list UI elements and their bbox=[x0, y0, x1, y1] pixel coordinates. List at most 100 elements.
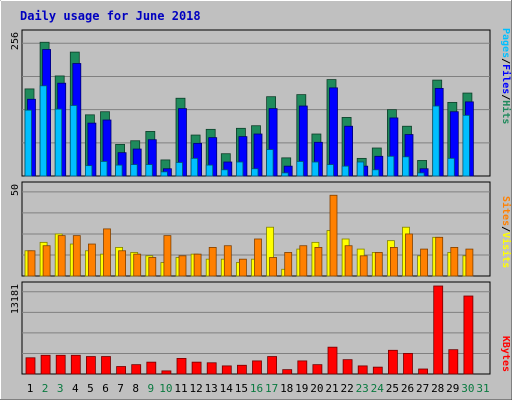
bar-pages bbox=[145, 164, 153, 177]
legend-entry: / bbox=[500, 94, 511, 100]
bar-kbytes bbox=[191, 361, 202, 375]
day-4-bars bbox=[69, 51, 82, 177]
bar-pages bbox=[100, 161, 108, 177]
day-14-bars bbox=[220, 245, 232, 277]
day-2-bars bbox=[39, 241, 51, 277]
day-label: 17 bbox=[265, 382, 278, 395]
day-30-bars bbox=[462, 92, 474, 177]
day-25-bars bbox=[387, 349, 398, 375]
bar-pages bbox=[130, 164, 138, 177]
bar-kbytes bbox=[342, 359, 353, 375]
day-label: 22 bbox=[340, 382, 353, 395]
bar-kbytes bbox=[55, 354, 66, 375]
bar-kbytes bbox=[327, 346, 338, 375]
day-label: 1 bbox=[27, 382, 34, 395]
y-max-label: 50 bbox=[10, 184, 21, 196]
bar-pages bbox=[371, 169, 380, 177]
bar-kbytes bbox=[131, 364, 142, 375]
bar-pages bbox=[356, 161, 365, 177]
bar-kbytes bbox=[433, 285, 444, 375]
bar-sites bbox=[118, 250, 126, 277]
day-23-bars bbox=[356, 248, 368, 277]
day-29-bars bbox=[447, 101, 459, 177]
day-8-bars bbox=[130, 252, 142, 277]
day-9-bars bbox=[145, 255, 157, 277]
legend-hits-files-pages: Pages/Files/Hits bbox=[500, 28, 512, 124]
bar-kbytes bbox=[146, 361, 157, 375]
day-12-bars bbox=[191, 361, 202, 375]
bar-pages bbox=[432, 105, 440, 177]
bar-pages bbox=[205, 164, 214, 177]
bar-sites bbox=[223, 245, 232, 277]
day-4-bars bbox=[70, 354, 81, 375]
bar-pages bbox=[175, 162, 183, 177]
day-28-bars bbox=[432, 79, 444, 177]
bar-sites bbox=[299, 245, 308, 277]
day-5-bars bbox=[85, 114, 97, 177]
day-15-bars bbox=[235, 258, 247, 277]
day-18-bars bbox=[282, 369, 293, 375]
x-axis-day-labels: 1 2 3 4 5 6 7 8 9 10 11 12 13 14 15 16 17 18 19 20 21 22 23 24 2… bbox=[27, 382, 490, 395]
day-label: 24 bbox=[371, 382, 385, 395]
day-28-bars bbox=[432, 236, 444, 277]
day-label: 31 bbox=[476, 382, 489, 395]
day-label: 11 bbox=[174, 382, 187, 395]
bar-kbytes bbox=[176, 358, 187, 375]
day-16-bars bbox=[251, 238, 262, 277]
day-label: 27 bbox=[416, 382, 429, 395]
day-21-bars bbox=[326, 194, 338, 277]
day-7-bars bbox=[116, 366, 126, 375]
day-label: 5 bbox=[87, 382, 94, 395]
day-20-bars bbox=[312, 364, 323, 375]
bar-sites bbox=[344, 245, 353, 277]
bar-kbytes bbox=[372, 366, 383, 375]
day-label: 6 bbox=[102, 382, 109, 395]
day-23-bars bbox=[357, 365, 368, 375]
bar-sites bbox=[72, 235, 81, 277]
bar-sites bbox=[42, 245, 51, 277]
bar-pages bbox=[417, 172, 425, 177]
bar-kbytes bbox=[40, 354, 51, 375]
day-label: 3 bbox=[57, 382, 64, 395]
bar-kbytes bbox=[387, 349, 398, 375]
day-12-bars bbox=[190, 253, 202, 277]
day-label: 23 bbox=[356, 382, 369, 395]
legend-entry: Visits bbox=[500, 232, 512, 268]
bar-sites bbox=[435, 236, 444, 277]
day-17-bars bbox=[266, 226, 278, 277]
bar-sites bbox=[238, 258, 247, 277]
day-27-bars bbox=[417, 160, 429, 177]
day-6-bars bbox=[100, 111, 112, 177]
day-2-bars bbox=[39, 41, 51, 177]
day-5-bars bbox=[85, 243, 96, 277]
day-11-bars bbox=[175, 97, 187, 177]
bar-pages bbox=[326, 164, 334, 177]
legend-entry: Sites bbox=[500, 196, 512, 226]
day-label: 25 bbox=[386, 382, 399, 395]
bar-files bbox=[329, 87, 338, 177]
bar-sites bbox=[405, 233, 413, 277]
day-20-bars bbox=[311, 241, 323, 277]
day-22-bars bbox=[341, 238, 353, 277]
day-30-bars bbox=[463, 295, 474, 375]
legend-entry: / bbox=[500, 226, 511, 232]
day-13-bars bbox=[205, 247, 217, 277]
bar-pages bbox=[39, 85, 47, 177]
bar-kbytes bbox=[161, 370, 172, 375]
day-10-bars bbox=[160, 235, 172, 277]
bar-pages bbox=[296, 161, 304, 177]
panel-kbytes: 13181 KBytes bbox=[10, 281, 511, 375]
day-29-bars bbox=[448, 349, 459, 375]
bar-sites bbox=[374, 252, 383, 277]
bar-kbytes bbox=[86, 356, 96, 375]
day-7-bars bbox=[115, 143, 127, 177]
bar-pages bbox=[220, 169, 229, 177]
bar-pages bbox=[235, 161, 244, 177]
day-24-bars bbox=[371, 252, 383, 277]
day-13-bars bbox=[205, 128, 218, 177]
day-19-bars bbox=[296, 94, 308, 177]
bar-pages bbox=[160, 171, 168, 177]
panel-hits-files-pages: 256 Pages/Files/Hits bbox=[10, 28, 512, 177]
bar-pages bbox=[386, 155, 395, 177]
